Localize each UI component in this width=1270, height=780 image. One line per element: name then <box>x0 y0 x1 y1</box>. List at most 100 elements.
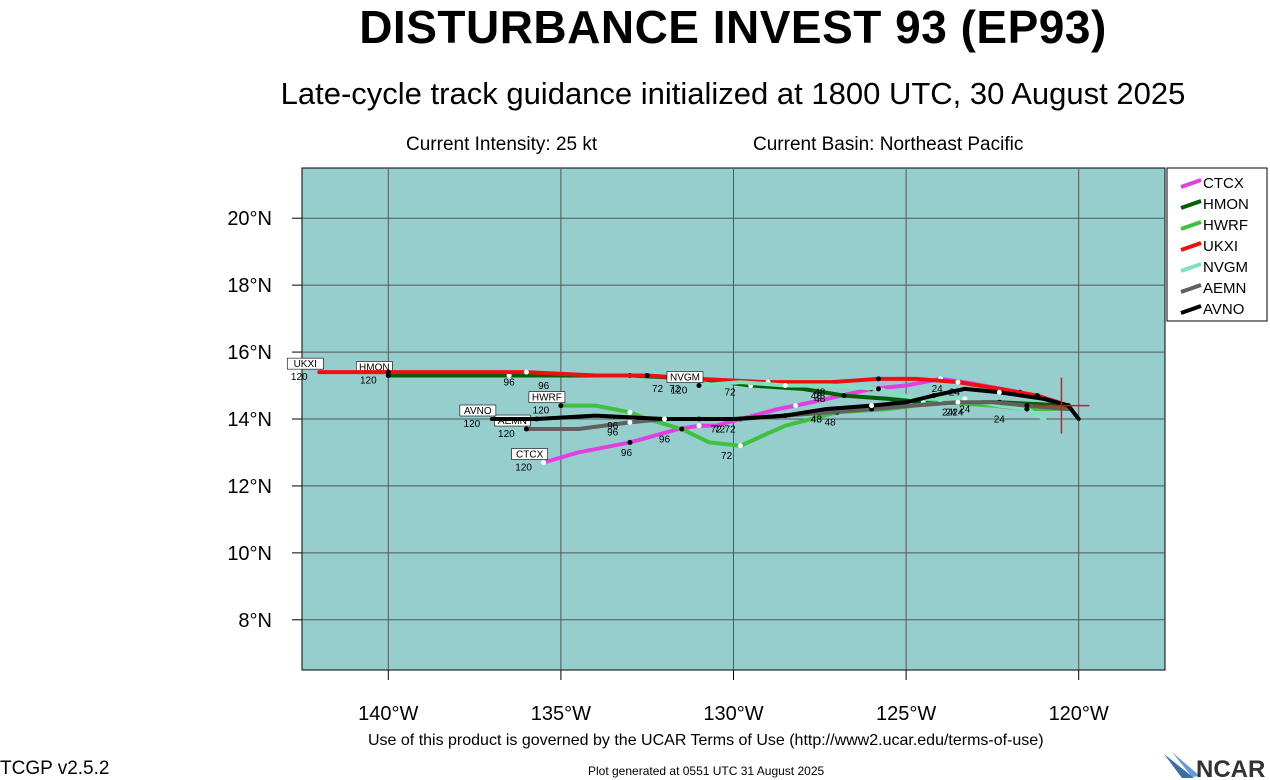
model-name-label: UKXI <box>294 359 317 370</box>
forecast-hour-label: 24 <box>945 408 957 419</box>
model-name-box <box>666 371 704 383</box>
model-name-label: AEMN <box>498 416 527 427</box>
model-name-label: AVNO <box>464 406 492 417</box>
legend-label: CTCX <box>1203 175 1244 192</box>
model-name-box <box>286 357 324 370</box>
forecast-hour-label: 72 <box>721 451 733 462</box>
forecast-hour-label: 96 <box>659 434 671 445</box>
legend-item: NVGM <box>1180 259 1248 276</box>
legend-label: UKXI <box>1203 238 1238 255</box>
legend-item: HWRF <box>1180 217 1248 234</box>
track-ukxi: 24 48 72 96 UKXI 120 <box>286 357 1071 408</box>
forecast-hour-label: 48 <box>811 414 823 425</box>
lon-tick-label: 130°W <box>703 703 763 725</box>
track-point <box>841 393 847 399</box>
track-point <box>661 416 667 422</box>
track-point <box>1024 403 1030 409</box>
lon-tick-label: 140°W <box>358 703 418 725</box>
forecast-hour-label: 72 <box>724 388 736 399</box>
legend-label: HMON <box>1203 196 1249 213</box>
track-line <box>558 400 1071 448</box>
forecast-hour-label: 72 <box>724 424 736 435</box>
track-point <box>506 372 512 378</box>
forecast-hour-label: 72 <box>669 384 681 395</box>
track-avno: 24 48 72 96 AVNO 120 <box>459 386 1081 435</box>
forecast-hour-label: 96 <box>607 428 619 439</box>
ncar-swoosh-icon <box>1164 752 1200 778</box>
forecast-hour-label: 24 <box>952 408 964 419</box>
forecast-hour-label: 96 <box>538 381 550 392</box>
track-point <box>558 403 564 409</box>
legend-label: AEMN <box>1203 280 1246 297</box>
current-basin: Current Basin: Northeast Pacific <box>753 134 1024 155</box>
legend-swatch <box>1180 262 1202 273</box>
track-point <box>955 399 961 405</box>
lat-tick-label: 16°N <box>227 342 272 364</box>
legend-swatch <box>1180 304 1202 315</box>
forecast-hour-label: 72 <box>714 424 726 435</box>
model-name-box <box>528 391 566 403</box>
lon-tick-label: 125°W <box>876 703 936 725</box>
plot-generated: Plot generated at 0551 UTC 31 August 202… <box>588 764 825 778</box>
track-point <box>627 409 633 415</box>
track-point <box>385 369 391 375</box>
track-point <box>782 413 788 419</box>
track-point <box>627 419 633 425</box>
legend-swatch <box>1180 241 1202 252</box>
lat-tick-label: 8°N <box>238 610 272 632</box>
model-name-box <box>459 404 497 417</box>
track-point <box>869 403 875 409</box>
page-subtitle: Late-cycle track guidance initialized at… <box>280 76 1186 111</box>
forecast-hour-label: 24 <box>932 384 944 395</box>
forecast-hour-label: 48 <box>825 418 837 429</box>
track-end-hour-label: 120 <box>291 372 308 383</box>
legend-label: NVGM <box>1203 259 1248 276</box>
track-point <box>875 376 881 382</box>
lat-tick-label: 12°N <box>227 476 272 498</box>
track-point <box>679 426 685 432</box>
legend-swatch <box>1180 220 1202 231</box>
forecast-hour-label: 96 <box>504 377 516 388</box>
legend-label: HWRF <box>1203 217 1248 234</box>
track-point <box>523 369 529 375</box>
track-end-hour-label: 120 <box>671 386 688 397</box>
legend-item: HMON <box>1180 196 1249 213</box>
lat-tick-label: 18°N <box>227 275 272 297</box>
version-label: TCGP v2.5.2 <box>0 758 110 779</box>
lat-tick-label: 10°N <box>227 543 272 565</box>
terms-of-use: Use of this product is governed by the U… <box>368 732 1044 749</box>
track-end-hour-label: 120 <box>498 429 515 440</box>
lat-tick-label: 20°N <box>227 208 272 230</box>
track-point <box>955 379 961 385</box>
legend-item: AVNO <box>1180 301 1244 318</box>
track-end-hour-label: 120 <box>464 419 481 430</box>
track-point <box>875 386 881 392</box>
track-point <box>644 372 650 378</box>
legend-swatch <box>1180 283 1202 294</box>
track-point <box>696 423 702 429</box>
forecast-hour-label: 48 <box>811 414 823 425</box>
forecast-hour-label: 96 <box>607 421 619 432</box>
track-point <box>737 443 743 449</box>
model-name-label: HWRF <box>532 393 562 404</box>
track-point <box>523 426 529 432</box>
current-position-marker <box>1033 377 1090 434</box>
legend-item: UKXI <box>1180 238 1238 255</box>
track-point <box>782 383 788 389</box>
track-point <box>793 403 799 409</box>
forecast-hour-label: 24 <box>942 408 954 419</box>
legend-item: AEMN <box>1180 280 1246 297</box>
legend-swatch <box>1180 178 1202 189</box>
track-point <box>931 393 937 399</box>
model-name-label: NVGM <box>670 373 700 384</box>
legend-item: CTCX <box>1180 175 1244 192</box>
ncar-logo: NCAR <box>1164 752 1265 780</box>
model-name-label: HMON <box>359 362 390 373</box>
page-title: DISTURBANCE INVEST 93 (EP93) <box>359 1 1107 53</box>
track-point <box>996 389 1002 395</box>
model-name-label: CTCX <box>516 450 544 461</box>
track-point <box>696 383 702 389</box>
model-name-box <box>511 448 548 460</box>
